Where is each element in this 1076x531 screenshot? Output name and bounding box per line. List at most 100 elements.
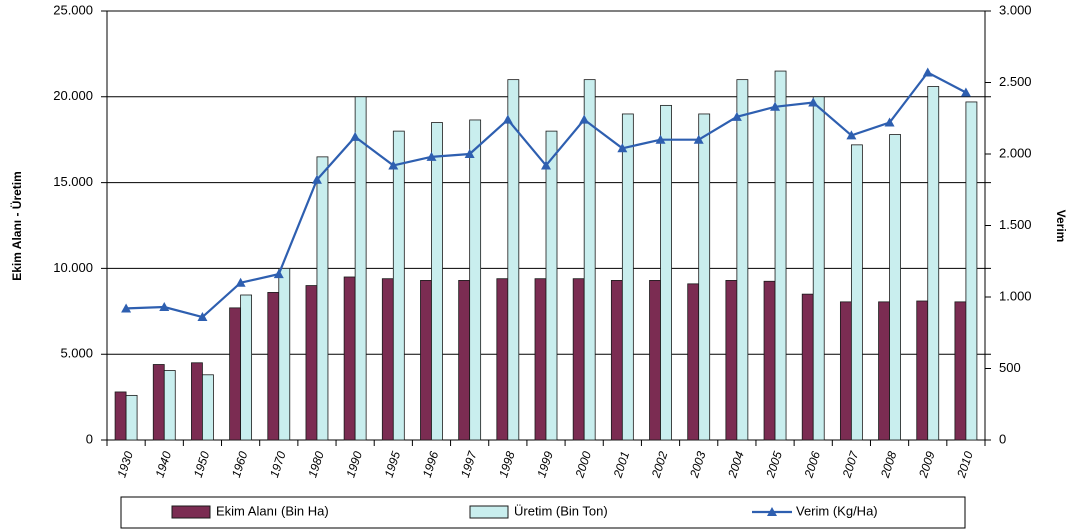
bar [114,391,127,441]
bar [736,79,749,441]
x-tick-label: 2010 [954,449,976,480]
marker [388,160,399,170]
marker [464,149,475,158]
x-tick-label: 1998 [496,449,518,479]
x-tick-label: 2007 [839,448,861,480]
bar [812,96,825,441]
y2-tick-label: 0 [999,431,1006,446]
marker [731,111,742,121]
bar [534,278,547,441]
x-tick-label: 2006 [801,449,823,480]
x-tick-label: 2000 [572,449,594,480]
bar [163,370,176,441]
bar [572,278,585,441]
bar [698,113,711,441]
y-tick-label: 20.000 [53,88,93,103]
bar [496,278,509,441]
x-tick-label: 1999 [534,449,556,479]
legend-swatch [171,505,211,519]
y2-tick-label: 500 [999,360,1021,375]
bar [152,364,165,441]
bar [354,96,367,441]
legend-label: Verim (Kg/Ha) [796,503,878,518]
marker [655,134,666,144]
x-tick-label: 1970 [267,449,289,479]
marker [426,151,437,161]
x-tick-label: 2008 [878,449,900,480]
bar [954,301,967,441]
x-tick-label: 1996 [420,449,442,479]
x-tick-label: 2005 [763,449,785,480]
bar [889,134,901,441]
bar [801,293,814,441]
bar [583,79,596,441]
bar [839,301,852,441]
bar [469,119,482,441]
y2-tick-label: 2.000 [999,145,1032,160]
x-tick-label: 2002 [649,449,671,480]
bar [507,79,520,441]
marker [350,131,361,141]
bar [240,294,253,441]
marker [273,269,284,279]
bar [458,280,471,441]
bar [660,104,672,441]
bar [763,280,776,441]
bar [316,156,329,441]
marker [121,303,132,313]
bar [278,267,291,441]
bar [878,301,890,441]
marker [884,117,895,127]
x-tick-label: 1995 [382,449,404,479]
marker [770,101,781,111]
bar [191,362,203,441]
y2-tick-label: 3.000 [999,2,1032,17]
bar [725,280,738,441]
x-tick-label: 2009 [916,449,938,480]
marker [541,160,551,170]
y2-axis-label: Verim [1054,210,1068,243]
x-tick-label: 1930 [114,449,136,479]
legend-swatch [469,505,509,519]
bar [621,113,634,441]
bar [431,122,443,441]
x-tick-label: 1997 [458,448,480,479]
x-tick-label: 2001 [610,450,632,481]
bar [267,292,280,441]
marker [846,130,857,140]
bar [774,70,787,441]
bar [850,144,863,441]
bar [687,283,700,441]
bar [916,300,929,441]
y2-tick-label: 1.500 [999,217,1032,232]
bar [965,101,978,441]
bar [420,280,432,441]
bar [927,86,940,441]
y-tick-label: 10.000 [53,260,93,275]
bar [381,278,394,441]
bar [343,276,356,441]
y-tick-label: 0 [86,431,93,446]
legend-marker [767,507,777,516]
x-tick-label: 1990 [343,449,365,479]
bar [392,130,405,441]
y-tick-label: 5.000 [60,346,93,361]
x-tick-label: 1980 [305,449,327,479]
legend-label: Üretim (Bin Ton) [514,503,608,518]
bar [229,307,242,441]
y-tick-label: 15.000 [53,174,93,189]
marker [693,134,704,144]
bar [305,285,318,441]
legend [120,496,966,529]
marker [808,97,819,107]
marker [197,312,208,322]
x-tick-label: 1940 [153,449,175,479]
bar [649,280,661,441]
bar [202,374,214,441]
y2-tick-label: 2.500 [999,74,1032,89]
y-axis-label: Ekim Alanı - Üretim [9,171,24,281]
marker [235,277,246,287]
marker [922,67,933,77]
marker [159,302,170,312]
